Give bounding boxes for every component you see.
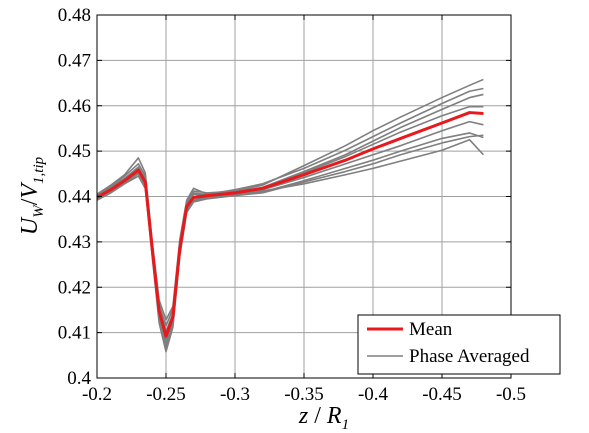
y-tick-label: 0.47	[58, 50, 91, 71]
y-axis-label-sep: /	[17, 198, 43, 205]
y-tick-label: 0.43	[58, 232, 91, 253]
y-axis-label-main: U	[17, 216, 43, 235]
x-tick-label: -0.4	[358, 384, 389, 405]
y-tick-label: 0.41	[58, 323, 91, 344]
y-tick-label: 0.46	[58, 96, 91, 117]
phase-averaged-series-line	[96, 105, 484, 335]
x-axis-label-sep: /	[308, 403, 327, 429]
series-layer	[96, 78, 484, 353]
x-axis-label-main: z	[298, 403, 309, 429]
x-tick-label: -0.5	[496, 384, 526, 405]
x-axis-label-sub: 1	[342, 417, 350, 433]
x-tick-label: -0.3	[220, 384, 250, 405]
y-axis-label-main-sub: W	[31, 204, 47, 218]
x-tick-label: -0.2	[82, 384, 112, 405]
phase-averaged-series-line	[96, 132, 484, 348]
y-tick-labels: 0.4 0.41 0.42 0.43 0.44 0.45 0.46 0.47 0.48	[58, 5, 92, 389]
y-tick-label: 0.42	[58, 277, 91, 298]
legend-phase-averaged-label: Phase Averaged	[409, 346, 530, 367]
legend-mean-label: Mean	[409, 319, 453, 340]
x-axis-label: z / R1	[298, 403, 349, 433]
legend: Mean Phase Averaged	[357, 314, 561, 375]
y-axis-label: UW/V1,tip	[17, 156, 47, 235]
legend-box	[357, 314, 561, 375]
x-tick-label: -0.35	[284, 384, 324, 405]
y-tick-label: 0.44	[58, 187, 92, 208]
phase-averaged-series-line	[96, 87, 484, 321]
y-axis-label-sub: 1,tip	[31, 156, 47, 184]
x-tick-label: -0.25	[146, 384, 186, 405]
phase-averaged-series-line	[96, 78, 484, 327]
mean-series-line	[96, 111, 484, 338]
y-tick-label: 0.45	[58, 141, 91, 162]
y-tick-label: 0.4	[67, 368, 91, 389]
y-tick-label: 0.48	[58, 5, 91, 26]
x-axis-label-var: R	[326, 403, 342, 429]
x-tick-label: -0.45	[422, 384, 462, 405]
x-tick-labels: -0.2 -0.25 -0.3 -0.35 -0.4 -0.45 -0.5	[82, 384, 526, 405]
y-axis-label-var: V	[17, 182, 43, 199]
